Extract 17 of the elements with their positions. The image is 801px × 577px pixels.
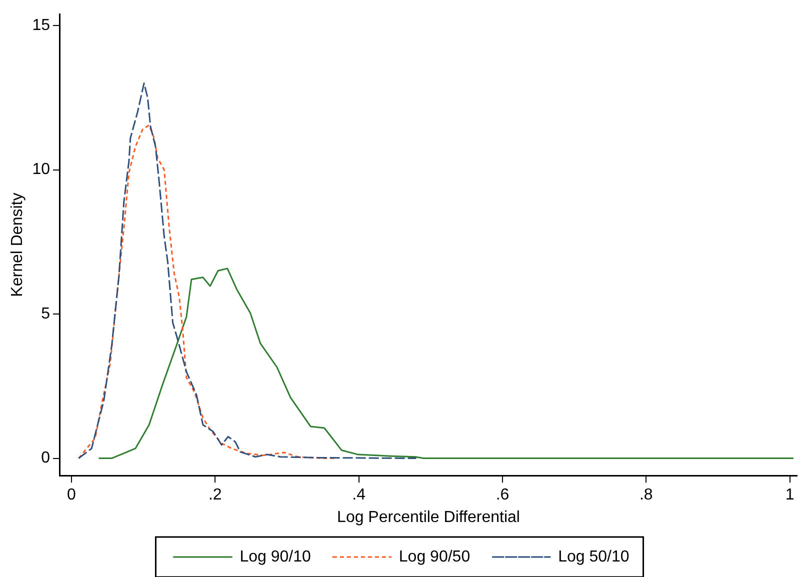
y-tick-label: 15 [32, 16, 50, 34]
x-tick-label: .8 [639, 486, 653, 504]
y-tick-label: 10 [32, 161, 50, 178]
x-axis-title: Log Percentile Differential [337, 508, 520, 526]
y-tick-label: 5 [41, 305, 50, 322]
legend-label: Log 50/10 [558, 548, 630, 566]
x-tick-label: 1 [785, 486, 794, 504]
x-tick-label: .2 [208, 486, 222, 504]
x-tick-label: .6 [496, 486, 510, 504]
y-axis-title: Kernel Density [9, 192, 26, 297]
x-tick-label: 0 [67, 486, 76, 504]
line-series [78, 124, 338, 460]
y-tick-label: 0 [41, 450, 50, 467]
legend-label: Log 90/50 [398, 548, 470, 566]
line-series [78, 82, 418, 460]
legend-label: Log 90/10 [240, 548, 312, 566]
x-tick-label: .4 [352, 486, 366, 504]
